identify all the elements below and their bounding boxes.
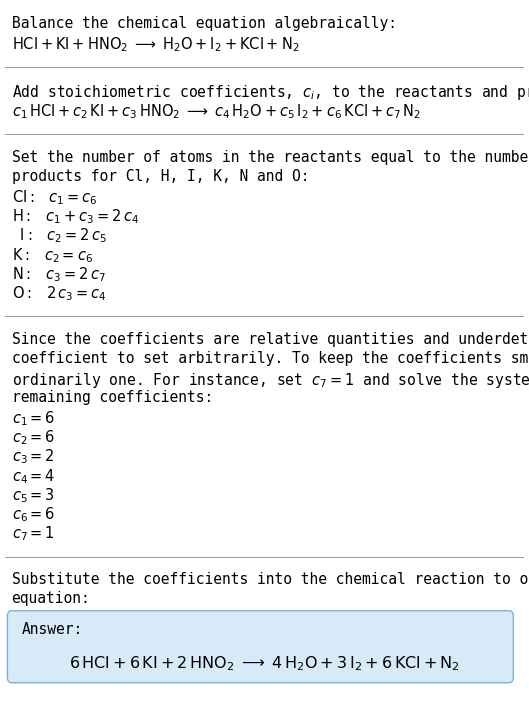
Text: $c_6 = 6$: $c_6 = 6$ (12, 505, 55, 524)
Text: $\mathrm{O:}\;\;\; 2\,c_3 = c_4$: $\mathrm{O:}\;\;\; 2\,c_3 = c_4$ (12, 284, 106, 303)
Text: ordinarily one. For instance, set $c_7 = 1$ and solve the system of equations fo: ordinarily one. For instance, set $c_7 =… (12, 371, 529, 390)
Text: $\mathrm{N:}\;\;\; c_3 = 2\,c_7$: $\mathrm{N:}\;\;\; c_3 = 2\,c_7$ (12, 265, 105, 284)
Text: $c_2 = 6$: $c_2 = 6$ (12, 428, 55, 447)
Text: Balance the chemical equation algebraically:: Balance the chemical equation algebraica… (12, 16, 397, 31)
Text: coefficient to set arbitrarily. To keep the coefficients small, the arbitrary va: coefficient to set arbitrarily. To keep … (12, 351, 529, 366)
Text: equation:: equation: (12, 592, 90, 606)
Text: $c_7 = 1$: $c_7 = 1$ (12, 524, 54, 543)
Text: $c_1 = 6$: $c_1 = 6$ (12, 409, 55, 427)
Text: $\mathrm{Cl:}\;\;\; c_1 = c_6$: $\mathrm{Cl:}\;\;\; c_1 = c_6$ (12, 188, 97, 207)
Text: $\mathrm{H:}\;\;\; c_1 + c_3 = 2\,c_4$: $\mathrm{H:}\;\;\; c_1 + c_3 = 2\,c_4$ (12, 207, 139, 226)
Text: products for Cl, H, I, K, N and O:: products for Cl, H, I, K, N and O: (12, 169, 309, 184)
Text: Answer:: Answer: (22, 622, 83, 637)
Text: Since the coefficients are relative quantities and underdetermined, choose a: Since the coefficients are relative quan… (12, 332, 529, 348)
Text: Substitute the coefficients into the chemical reaction to obtain the balanced: Substitute the coefficients into the che… (12, 572, 529, 587)
Text: $c_3 = 2$: $c_3 = 2$ (12, 448, 54, 466)
Text: $\mathrm{HCl + KI + HNO_2} \;\longrightarrow\; \mathrm{H_2O + I_2 + KCl + N_2}$: $\mathrm{HCl + KI + HNO_2} \;\longrighta… (12, 35, 299, 54)
Text: Set the number of atoms in the reactants equal to the number of atoms in the: Set the number of atoms in the reactants… (12, 150, 529, 165)
Text: $6\,\mathrm{HCl} + 6\,\mathrm{KI} + 2\,\mathrm{HNO_2} \;\longrightarrow\; 4\,\ma: $6\,\mathrm{HCl} + 6\,\mathrm{KI} + 2\,\… (69, 654, 460, 672)
Text: remaining coefficients:: remaining coefficients: (12, 390, 213, 405)
Text: $\mathrm{K:}\;\;\; c_2 = c_6$: $\mathrm{K:}\;\;\; c_2 = c_6$ (12, 246, 93, 265)
FancyBboxPatch shape (7, 611, 513, 683)
Text: $c_4 = 4$: $c_4 = 4$ (12, 467, 55, 486)
Text: Add stoichiometric coefficients, $c_i$, to the reactants and products:: Add stoichiometric coefficients, $c_i$, … (12, 83, 529, 102)
Text: $\;\;\mathrm{I:}\;\;\; c_2 = 2\,c_5$: $\;\;\mathrm{I:}\;\;\; c_2 = 2\,c_5$ (12, 227, 106, 246)
Text: $c_5 = 3$: $c_5 = 3$ (12, 486, 54, 505)
Text: $c_1\,\mathrm{HCl} + c_2\,\mathrm{KI} + c_3\,\mathrm{HNO_2} \;\longrightarrow\; : $c_1\,\mathrm{HCl} + c_2\,\mathrm{KI} + … (12, 102, 421, 121)
